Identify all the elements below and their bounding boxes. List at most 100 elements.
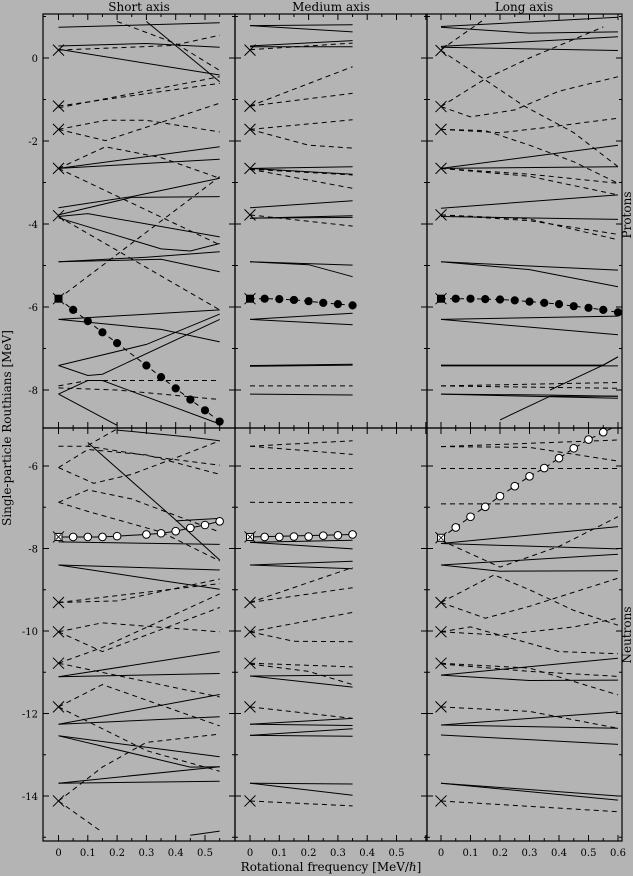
solid-routhian-line bbox=[440, 166, 619, 169]
cross-marker bbox=[244, 596, 256, 609]
cross-marker bbox=[52, 123, 65, 136]
filled-circle-marker bbox=[215, 417, 224, 426]
solid-routhian-line bbox=[58, 313, 220, 366]
open-circle-marker bbox=[289, 532, 299, 541]
cross-marker bbox=[244, 44, 256, 56]
x-tick-label: 0.2 bbox=[301, 848, 317, 859]
solid-routhian-line bbox=[58, 716, 220, 725]
dashed-routhian-line bbox=[58, 146, 220, 179]
dashed-routhian-line bbox=[249, 66, 353, 107]
dashed-routhian-line bbox=[58, 684, 220, 727]
filled-circle-marker bbox=[348, 301, 357, 310]
cross-marker bbox=[244, 100, 256, 112]
column-title-short-axis: Short axis bbox=[108, 0, 169, 14]
solid-routhian-line bbox=[87, 442, 221, 561]
x-tick-label: 0 bbox=[247, 848, 253, 859]
dashed-routhian-line bbox=[58, 102, 220, 142]
dashed-routhian-line bbox=[58, 578, 220, 603]
dashed-routhian-line bbox=[249, 631, 353, 643]
solid-routhian-line bbox=[440, 318, 619, 336]
solid-routhian-line bbox=[58, 564, 220, 590]
row-label-neutrons: Neutrons bbox=[620, 607, 633, 664]
filled-circle-marker bbox=[481, 295, 490, 304]
y-tick-label: -8 bbox=[28, 386, 38, 397]
solid-routhian-line bbox=[249, 717, 353, 725]
dashed-routhian-line bbox=[440, 18, 486, 51]
open-circle-marker bbox=[186, 523, 195, 533]
y-tick-label: -10 bbox=[22, 627, 38, 638]
filled-circle-marker bbox=[156, 373, 166, 382]
dashed-routhian-line bbox=[440, 626, 619, 655]
x-tick-label: 0.5 bbox=[389, 848, 405, 859]
solid-routhian-line bbox=[440, 782, 619, 797]
cross-marker bbox=[244, 625, 256, 638]
solid-routhian-line bbox=[440, 16, 619, 27]
filled-circle-marker bbox=[171, 384, 180, 393]
dashed-routhian-line bbox=[440, 76, 619, 118]
solid-routhian-line bbox=[249, 167, 353, 175]
x-tick-label: 0.3 bbox=[522, 848, 538, 859]
solid-routhian-line bbox=[58, 196, 220, 216]
open-circle-marker bbox=[348, 530, 357, 539]
dashed-routhian-line bbox=[249, 662, 353, 668]
solid-routhian-line bbox=[440, 724, 619, 729]
solid-routhian-line bbox=[58, 318, 220, 343]
solid-routhian-line bbox=[58, 380, 220, 425]
solid-routhian-line bbox=[440, 564, 619, 572]
panel-neutrons-long-axis: 0 0.1 0.2 0.3 0.4 0.5 0.6 bbox=[426, 427, 626, 859]
cross-marker bbox=[244, 795, 256, 807]
cross-marker bbox=[244, 657, 256, 670]
filled-circle-marker bbox=[200, 406, 210, 415]
dashed-routhian-line bbox=[440, 128, 619, 184]
solid-routhian-line bbox=[58, 22, 220, 28]
open-circle-marker bbox=[569, 443, 579, 453]
solid-routhian-line bbox=[440, 261, 619, 288]
solid-routhian-line bbox=[58, 213, 220, 238]
panel-plot-area bbox=[52, 21, 224, 426]
dashed-routhian-line bbox=[58, 216, 220, 311]
dashed-routhian-line bbox=[440, 800, 619, 813]
open-circle-marker bbox=[98, 532, 107, 542]
solid-routhian-line bbox=[249, 364, 353, 367]
open-circle-marker bbox=[510, 481, 520, 491]
solid-routhian-line bbox=[499, 395, 618, 421]
solid-routhian-line bbox=[58, 673, 220, 678]
cross-marker bbox=[435, 209, 447, 221]
filled-circle-marker bbox=[333, 299, 342, 309]
dashed-routhian-line bbox=[440, 663, 619, 677]
y-axis-label: Single-particle Routhians [MeV] bbox=[0, 330, 14, 526]
open-circle-marker bbox=[142, 530, 151, 539]
dashed-routhian-line bbox=[440, 577, 619, 619]
open-circle-marker bbox=[200, 520, 210, 530]
solid-routhian-line bbox=[58, 251, 220, 263]
dashed-routhian-line bbox=[440, 382, 619, 387]
dashed-routhian-line bbox=[249, 42, 353, 51]
x-tick-label: 0.2 bbox=[109, 848, 125, 859]
solid-routhian-line bbox=[58, 177, 220, 209]
x-tick-label: 0.1 bbox=[463, 848, 479, 859]
panel-protons-short-axis: 0 -2 -4 -6 -8 bbox=[28, 13, 236, 429]
open-square-cross bbox=[438, 534, 444, 541]
dashed-routhian-line bbox=[249, 567, 353, 603]
solid-routhian-line bbox=[249, 363, 353, 366]
cross-marker bbox=[52, 44, 65, 56]
solid-routhian-line bbox=[249, 734, 353, 737]
open-circle-marker bbox=[466, 512, 475, 522]
filled-circle-marker bbox=[540, 298, 549, 307]
filled-circle-marker bbox=[260, 294, 269, 303]
solid-routhian-line bbox=[440, 26, 619, 34]
x-tick-label: 0.3 bbox=[330, 848, 346, 859]
filled-circle-marker bbox=[98, 328, 107, 337]
solid-routhian-line bbox=[249, 560, 353, 566]
open-circle-marker bbox=[495, 491, 505, 501]
cross-marker bbox=[244, 123, 256, 136]
solid-routhian-line bbox=[249, 564, 353, 570]
dashed-routhian-line bbox=[249, 128, 353, 149]
solid-routhian-line bbox=[249, 782, 353, 785]
solid-routhian-line bbox=[249, 728, 353, 736]
dashed-routhian-line bbox=[58, 501, 220, 562]
dashed-routhian-line bbox=[58, 662, 220, 698]
cross-marker bbox=[52, 625, 65, 638]
dashed-routhian-line bbox=[87, 428, 118, 446]
dashed-routhian-line bbox=[58, 387, 220, 400]
